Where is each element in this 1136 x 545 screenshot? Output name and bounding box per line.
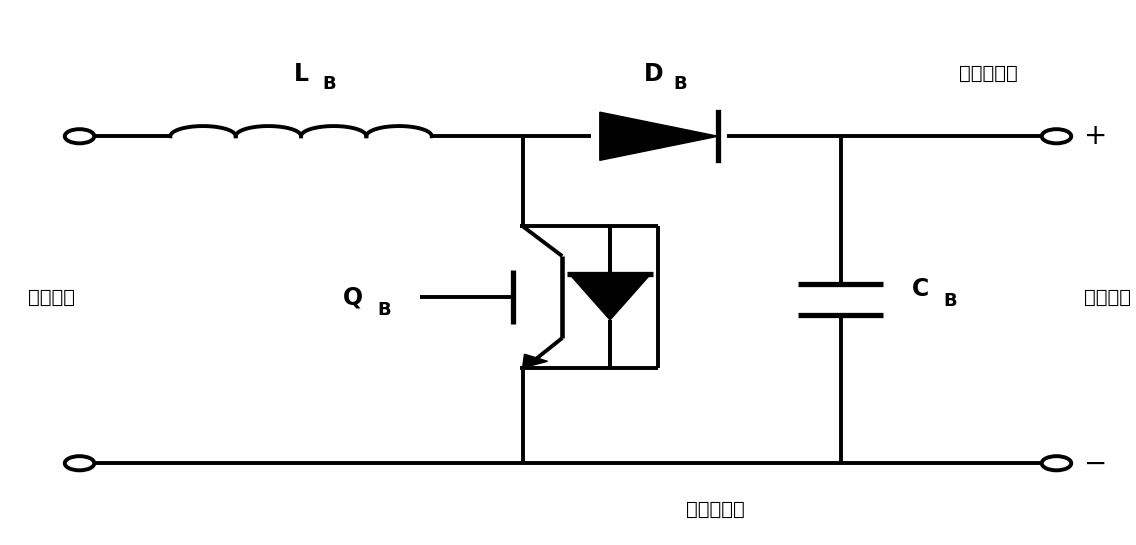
Text: $\mathbf{B}$: $\mathbf{B}$ bbox=[323, 75, 336, 94]
Text: $\mathbf{B}$: $\mathbf{B}$ bbox=[943, 292, 957, 311]
Text: $\mathbf{D}$: $\mathbf{D}$ bbox=[643, 62, 663, 86]
Text: 输出端口: 输出端口 bbox=[1084, 288, 1131, 306]
Text: 输出负母线: 输出负母线 bbox=[686, 500, 745, 519]
Text: $\mathbf{C}$: $\mathbf{C}$ bbox=[911, 277, 929, 301]
Text: $+$: $+$ bbox=[1083, 122, 1105, 150]
Text: 输出正母线: 输出正母线 bbox=[959, 64, 1018, 83]
Text: $\mathbf{B}$: $\mathbf{B}$ bbox=[674, 75, 687, 94]
Polygon shape bbox=[523, 354, 548, 368]
Polygon shape bbox=[600, 112, 718, 160]
Text: 输入端口: 输入端口 bbox=[27, 288, 75, 306]
Polygon shape bbox=[569, 274, 651, 320]
Text: $-$: $-$ bbox=[1083, 449, 1105, 477]
Text: $\mathbf{Q}$: $\mathbf{Q}$ bbox=[342, 284, 362, 310]
Text: $\mathbf{L}$: $\mathbf{L}$ bbox=[293, 62, 309, 86]
Text: $\mathbf{B}$: $\mathbf{B}$ bbox=[377, 300, 391, 319]
